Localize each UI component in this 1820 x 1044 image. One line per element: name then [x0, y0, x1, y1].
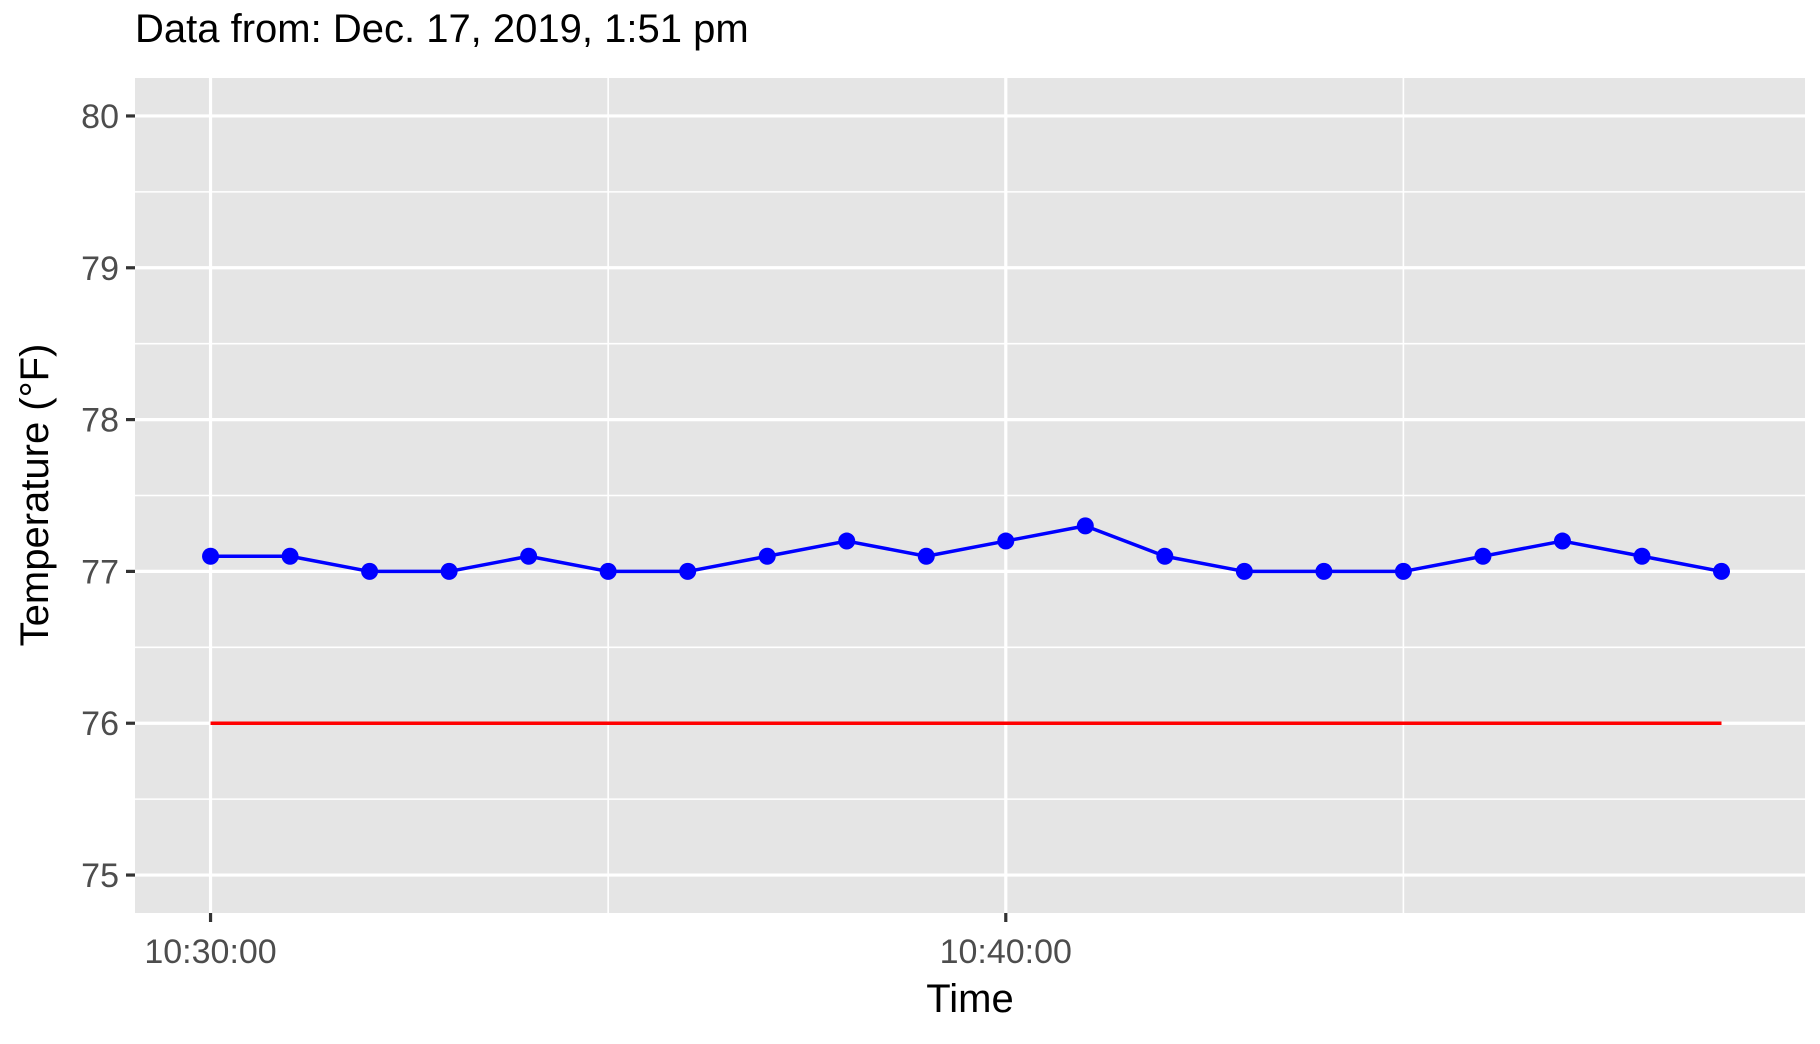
data-point — [758, 547, 776, 565]
data-point — [361, 562, 379, 580]
data-point — [1315, 562, 1333, 580]
x-axis: 10:30:00 10:40:00 — [144, 913, 1072, 971]
y-tick-label: 76 — [81, 705, 119, 743]
data-point — [202, 547, 220, 565]
data-point — [1633, 547, 1651, 565]
data-point — [997, 532, 1015, 550]
data-point — [1076, 517, 1094, 535]
y-tick-label: 79 — [81, 250, 119, 288]
chart-title: Data from: Dec. 17, 2019, 1:51 pm — [135, 7, 749, 51]
x-axis-title: Time — [926, 977, 1013, 1021]
x-tick-label: 10:30:00 — [144, 933, 276, 971]
data-point — [1713, 562, 1730, 580]
series-layer — [202, 517, 1730, 725]
y-tick-label: 78 — [81, 402, 119, 440]
data-point — [838, 532, 856, 550]
data-point — [917, 547, 935, 565]
y-axis-title: Temperature (°F) — [13, 344, 57, 647]
y-tick-label: 80 — [81, 98, 119, 136]
data-point — [1474, 547, 1492, 565]
data-point — [1235, 562, 1253, 580]
data-point — [1156, 547, 1174, 565]
x-tick-label: 10:40:00 — [940, 933, 1072, 971]
series-line-0 — [210, 524, 1722, 574]
y-tick-label: 77 — [81, 553, 119, 591]
data-point — [679, 562, 697, 580]
data-point — [520, 547, 538, 565]
data-point — [440, 562, 458, 580]
data-point — [281, 547, 299, 565]
minor-gridlines — [135, 78, 1805, 913]
data-point — [1394, 562, 1412, 580]
data-point — [1553, 532, 1571, 550]
data-point — [599, 562, 617, 580]
y-axis: 75 76 77 78 79 80 — [81, 98, 135, 895]
y-tick-label: 75 — [81, 857, 119, 895]
